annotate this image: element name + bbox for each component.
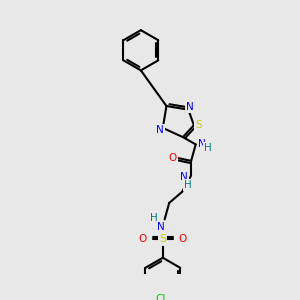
Text: O: O — [139, 235, 147, 244]
Text: N: N — [180, 172, 188, 182]
Text: N: N — [198, 139, 206, 148]
Text: O: O — [169, 153, 177, 163]
Text: N: N — [156, 125, 164, 135]
Text: S: S — [195, 120, 202, 130]
Text: O: O — [179, 235, 187, 244]
Text: N: N — [186, 102, 194, 112]
Text: H: H — [184, 180, 191, 190]
Text: S: S — [159, 235, 167, 244]
Text: H: H — [204, 143, 212, 153]
Text: H: H — [150, 212, 158, 223]
Text: Cl: Cl — [155, 294, 165, 300]
Text: N: N — [157, 222, 165, 232]
